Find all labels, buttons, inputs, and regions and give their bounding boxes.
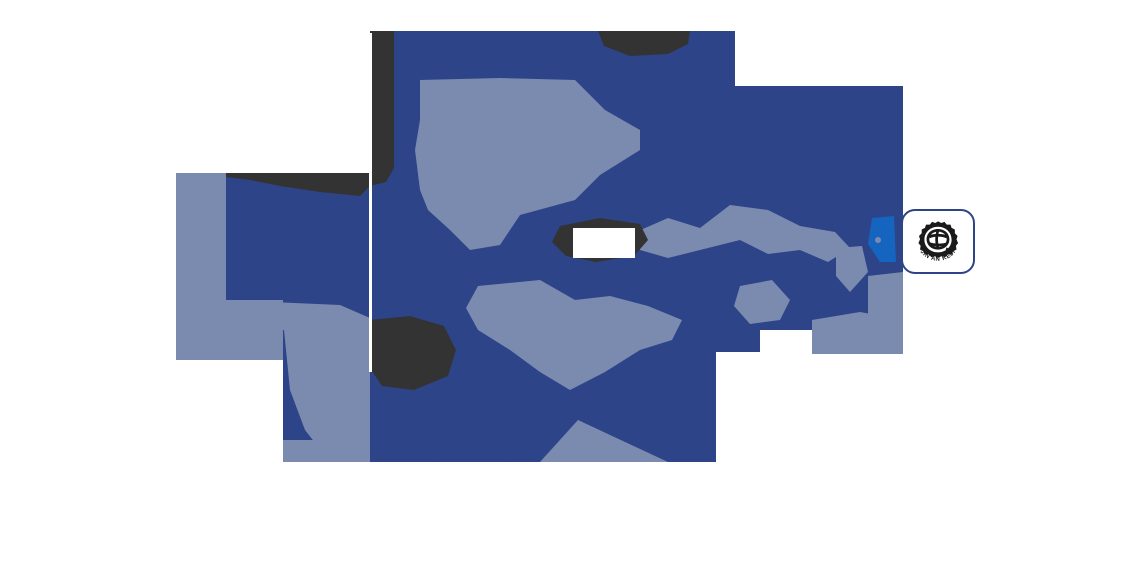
- slate-shape-band-upper-right: [636, 205, 850, 262]
- white-rect-center: [573, 228, 635, 258]
- slate-shapes-layer: [176, 78, 903, 462]
- slate-shape-right-notch: [836, 246, 868, 292]
- gear-globe-emblem-icon: JIN AN KEJI: [918, 220, 959, 262]
- slate-shape-left-column: [283, 320, 370, 462]
- slate-shape-bottom-left-strip: [283, 440, 370, 462]
- bright-blue-accent-layer: [868, 216, 896, 262]
- slate-shape-top-left-sliver: [176, 173, 226, 186]
- charcoal-vertical-bar: [370, 31, 394, 186]
- white-top-right-cutout: [735, 31, 903, 86]
- slate-shape-mid-blob: [466, 280, 682, 390]
- navy-shape-main: [176, 31, 903, 462]
- accent-dot: [875, 237, 881, 243]
- charcoal-blob-lower-left: [370, 316, 456, 390]
- white-cutout-layer: [176, 31, 903, 462]
- logo-badge[interactable]: JIN AN KEJI: [901, 209, 975, 274]
- white-left-cutout: [176, 360, 283, 462]
- slate-shape-upper-center: [415, 78, 640, 250]
- navy-shape-left-mid: [226, 186, 370, 330]
- navy-shape-bottom-wedge: [370, 372, 716, 462]
- charcoal-blob-left: [226, 173, 370, 196]
- white-vertical-divider: [369, 33, 372, 372]
- slate-shape-small-hex: [734, 280, 790, 324]
- slate-shape-bottom-triangle: [540, 420, 668, 462]
- white-right-cutout: [716, 354, 903, 462]
- charcoal-blob-top: [598, 31, 690, 56]
- globe-swirl: [926, 228, 950, 250]
- bright-blue-accent: [868, 216, 896, 262]
- tail-flourish: [945, 246, 952, 256]
- slate-shape-right-edge: [868, 272, 903, 354]
